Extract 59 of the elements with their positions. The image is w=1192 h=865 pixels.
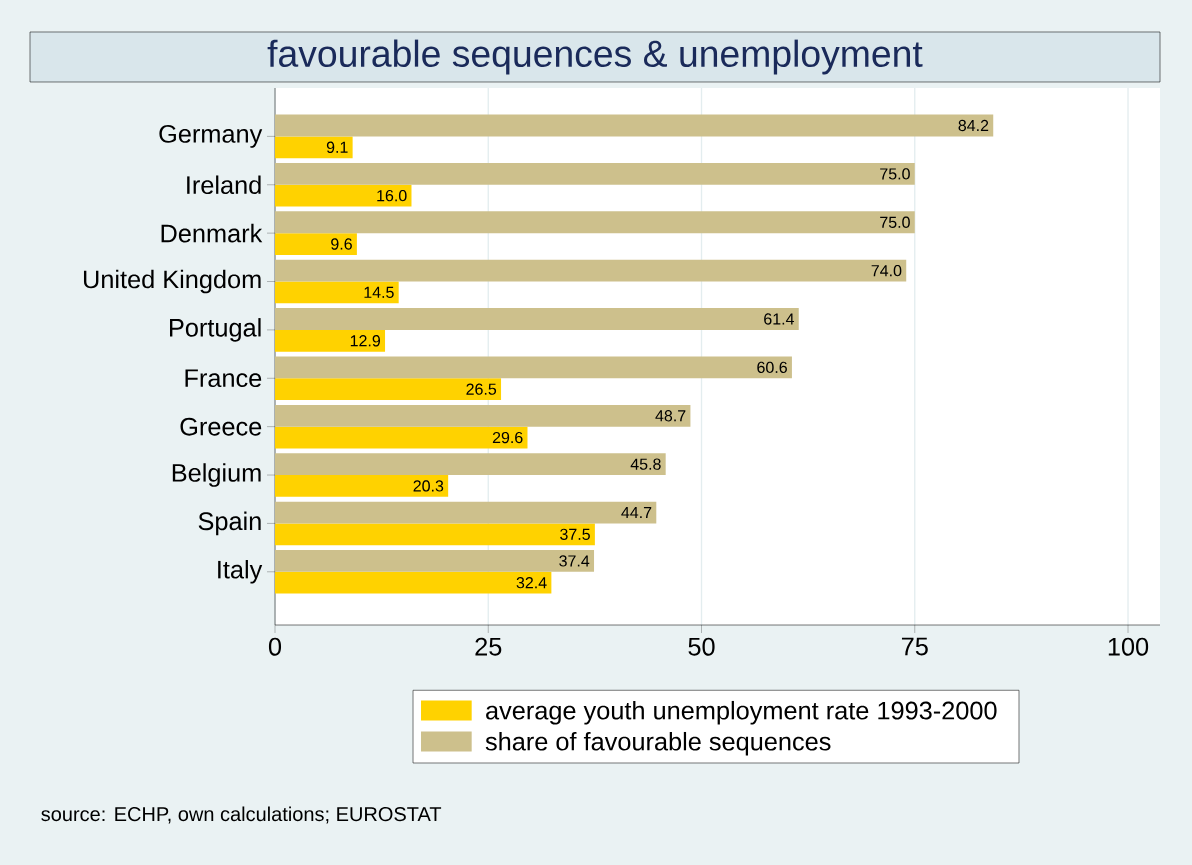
bar [275,211,915,234]
x-tick-label: 25 [475,637,502,656]
y-tick-label: Spain [198,511,261,536]
data-label: 45.8 [630,458,661,470]
data-label: 84.2 [958,119,989,132]
y-tick-label: Germany [159,124,263,148]
bar [275,162,915,185]
y-tick-label: France [185,369,262,388]
x-tick-label: 75 [901,637,928,656]
data-label: 26.5 [466,383,497,395]
data-label: 60.6 [757,361,787,374]
data-label: 9.1 [326,141,348,153]
y-tick-label: Belgium [172,463,261,487]
data-label: 61.4 [764,313,795,325]
data-label: 48.7 [655,410,686,422]
legend-label: share of favourable sequences [485,731,831,756]
data-label: 75.0 [880,168,910,180]
y-tick-label: Ireland [187,175,261,195]
bar [275,259,907,282]
data-label: 20.3 [413,480,444,492]
data-label: 16.0 [377,189,407,202]
bar [275,136,353,159]
data-label: 75.0 [880,216,910,228]
bar [275,426,528,449]
bar [275,404,691,427]
y-tick-label: Portugal [170,318,261,342]
data-label: 12.9 [350,335,381,347]
data-label: 37.4 [559,555,590,567]
chart-title: favourable sequences & unemployment [267,39,923,75]
y-tick-label: Greece [180,417,262,436]
bar [275,550,595,572]
y-tick-label: Italy [218,559,263,584]
x-tick-label: 0 [268,637,282,656]
bar [275,281,399,304]
legend-label: average youth unemployment rate 1993-2000 [486,700,997,725]
data-label: 32.4 [516,577,547,589]
bar [275,453,666,476]
data-label: 29.6 [492,431,523,444]
bar [275,475,449,497]
data-label: 74.0 [871,264,902,277]
data-label: 37.5 [560,528,590,540]
x-tick-label: 100 [1108,637,1149,656]
bar [275,356,792,379]
bar [275,378,502,401]
data-label: 44.7 [621,507,652,519]
bar [275,329,386,352]
bar [275,114,994,137]
bar [275,571,552,594]
bar [275,233,357,255]
x-tick-label: 50 [688,637,715,656]
source-note: source: ECHP, own calculations; EUROSTAT [41,806,442,824]
bar [275,184,412,207]
y-tick-label: Denmark [161,223,263,243]
data-label: 9.6 [331,238,352,250]
data-label: 14.5 [364,286,394,298]
bar [275,308,799,330]
bar [275,501,657,524]
bar [275,523,595,546]
y-tick-label: United Kingdom [83,269,261,294]
